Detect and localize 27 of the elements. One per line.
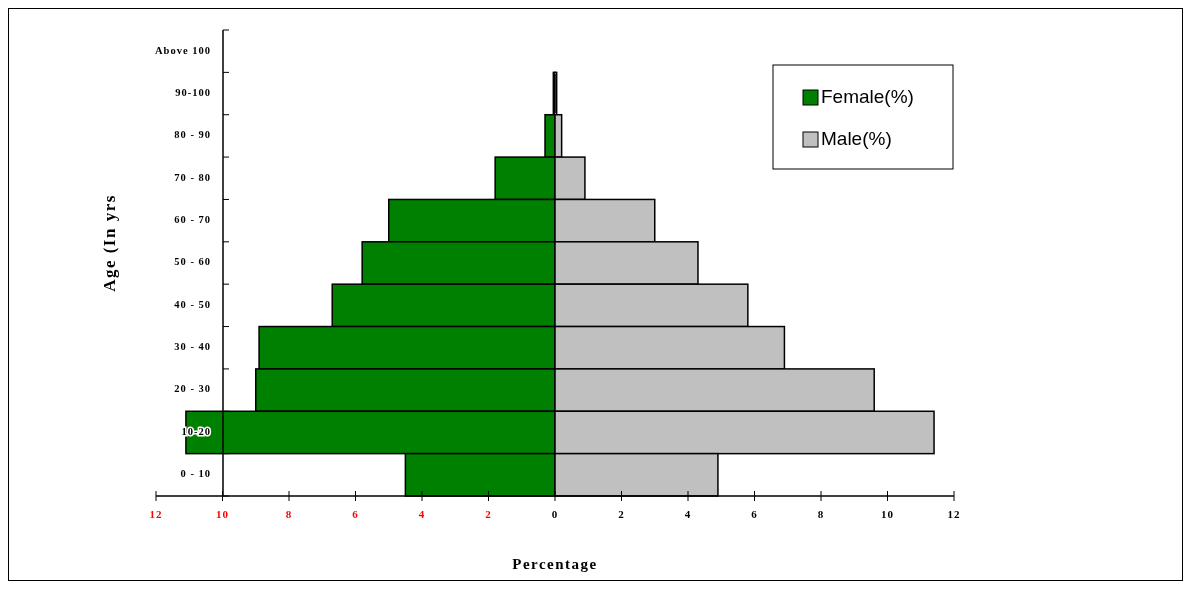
x-tick-label: 10 [881,508,894,520]
x-axis-title: Percentage [512,556,598,572]
x-tick-label: 2 [485,508,492,520]
y-tick-label: 50 - 60 [174,256,211,268]
x-tick-label: 10 [216,508,229,520]
x-tick-label: 6 [751,508,758,520]
y-axis-title: Age (In yrs [100,194,119,292]
x-tick-label: 0 [551,508,559,520]
y-tick-label: 30 - 40 [174,341,211,353]
x-tick-label: 8 [285,508,293,520]
x-tick-label: 12 [947,508,961,520]
x-tick-label: 4 [418,508,426,520]
legend-label: Male(%) [821,128,892,150]
y-tick-label: 80 - 90 [174,129,211,141]
x-tick-label: 4 [684,508,692,520]
legend-label: Female(%) [821,86,914,108]
y-tick-label: 40 - 50 [174,298,211,310]
x-tick-label: 6 [352,508,359,520]
y-tick-label: Above 100 [155,44,211,56]
y-tick-label: 20 - 30 [174,383,211,395]
x-tick-label: 2 [618,508,625,520]
y-tick-label: 70 - 80 [174,171,211,183]
y-tick-label: 0 - 10 [180,468,211,480]
y-tick-label: 60 - 70 [174,214,211,226]
x-tick-label: 12 [149,508,163,520]
y-tick-label: 90-100 [175,86,211,98]
x-tick-label: 8 [817,508,825,520]
